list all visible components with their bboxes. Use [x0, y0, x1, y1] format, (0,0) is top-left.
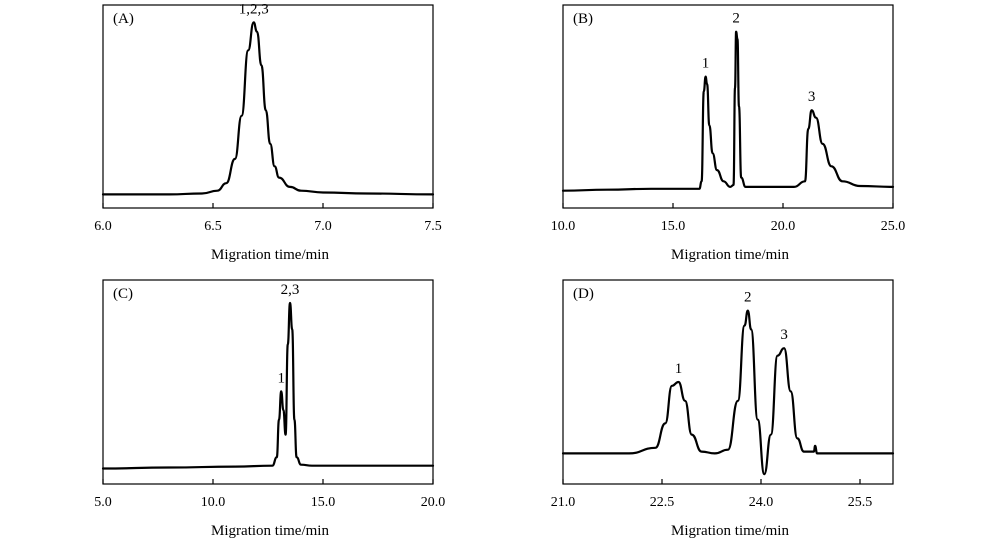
x-tick-label-b: 25.0	[881, 219, 906, 234]
panel-label-b: (B)	[573, 11, 593, 27]
x-tick-label-b: 15.0	[661, 219, 686, 234]
trace-line-b	[561, 30, 895, 192]
peak-label-c: 2,3	[281, 282, 300, 298]
panel-d: 21.0 22.5 24.0 25.5 Migration time/min (D) 1 2 3	[551, 279, 895, 539]
panel-c: 5.0 10.0 15.0 20.0 Migration time/min (C) 1 2,3	[94, 279, 446, 539]
x-tick-label-d: 24.0	[749, 495, 774, 510]
x-axis-label-d: Migration time/min	[671, 523, 789, 539]
x-tick-label-a: 6.0	[94, 219, 112, 234]
x-tick-label-c: 15.0	[311, 495, 336, 510]
peak-label-b: 3	[808, 89, 816, 105]
x-axis-label-c: Migration time/min	[211, 523, 329, 539]
trace-line-c	[101, 301, 435, 470]
trace-line-d	[561, 309, 895, 476]
x-tick-label-a: 6.5	[204, 219, 222, 234]
x-axis-label-b: Migration time/min	[671, 247, 789, 263]
panel-label-c: (C)	[113, 286, 133, 302]
x-tick-label-c: 5.0	[94, 495, 112, 510]
peak-label-b: 1	[702, 56, 710, 72]
plot-frame-b	[562, 4, 894, 209]
plot-frame-c	[102, 279, 434, 485]
panel-b: 10.0 15.0 20.0 25.0 Migration time/min (B) 1 2 3	[551, 4, 906, 263]
peak-label-c: 1	[277, 370, 285, 386]
x-tick-label-c: 20.0	[421, 495, 446, 510]
peak-label-d: 3	[780, 327, 788, 343]
x-tick-label-d: 21.0	[551, 495, 576, 510]
peak-label-d: 1	[675, 361, 683, 377]
panel-label-a: (A)	[113, 11, 134, 27]
x-tick-label-b: 10.0	[551, 219, 576, 234]
panel-a: 6.0 6.5 7.0 7.5 Migration time/min (A) 1,2,3	[94, 1, 442, 263]
panel-label-d: (D)	[573, 286, 594, 302]
plot-frame-d	[562, 279, 894, 485]
plot-frame-a	[102, 4, 434, 209]
x-tick-label-b: 20.0	[771, 219, 796, 234]
trace-line-a	[101, 21, 435, 196]
x-tick-label-d: 22.5	[650, 495, 675, 510]
x-tick-label-a: 7.5	[424, 219, 442, 234]
peak-label-d: 2	[744, 290, 752, 306]
x-axis-label-a: Migration time/min	[211, 247, 329, 263]
x-tick-label-d: 25.5	[848, 495, 873, 510]
x-tick-label-a: 7.0	[314, 219, 332, 234]
peak-label-a: 1,2,3	[239, 1, 269, 17]
x-tick-label-c: 10.0	[201, 495, 226, 510]
peak-label-b: 2	[732, 11, 740, 27]
